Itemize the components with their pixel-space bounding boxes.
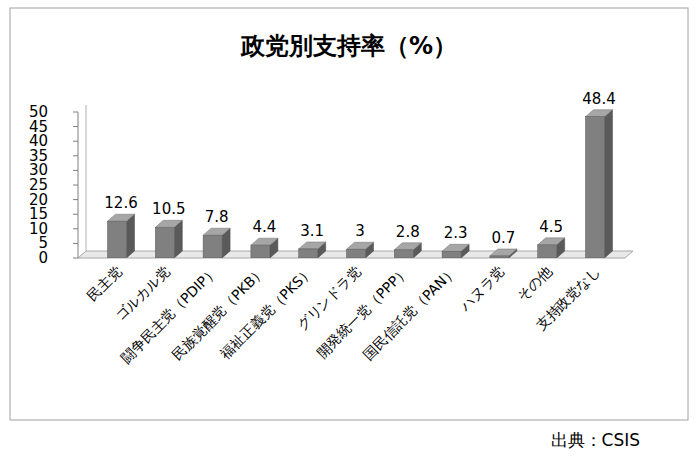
bar-top xyxy=(299,242,326,249)
bar xyxy=(155,227,174,258)
bar-top xyxy=(538,238,565,245)
data-label: 10.5 xyxy=(152,200,185,218)
category-label: その他 xyxy=(514,263,555,304)
y-tick xyxy=(73,126,78,127)
bar xyxy=(347,249,366,258)
bar-top xyxy=(394,243,421,250)
y-tick xyxy=(73,141,78,142)
category-label: 支持政党なし xyxy=(532,263,603,334)
y-tick xyxy=(73,185,78,186)
bars xyxy=(108,110,613,258)
bar-top xyxy=(155,220,182,227)
source: 出典：CSIS xyxy=(551,430,640,450)
category-label: 国民信託党（PAN） xyxy=(360,263,460,363)
back-wall-edge xyxy=(86,105,87,251)
title: 政党別支持率（%） xyxy=(240,32,457,60)
bar-top xyxy=(490,249,517,256)
bar-top xyxy=(442,244,469,251)
bar xyxy=(203,235,222,258)
y-tick xyxy=(73,243,78,244)
data-label: 48.4 xyxy=(582,90,615,108)
bar xyxy=(538,245,557,258)
category-label: 福祉正義党（PKS） xyxy=(217,263,316,362)
bar xyxy=(490,256,509,258)
category-label: 民主党 xyxy=(84,263,125,304)
bar xyxy=(394,250,413,258)
y-tick xyxy=(73,258,78,259)
bar-side xyxy=(127,214,135,258)
y-tick xyxy=(73,228,78,229)
y-tick xyxy=(73,214,78,215)
bar-side xyxy=(605,110,613,258)
bar-top xyxy=(203,228,230,235)
data-label: 2.3 xyxy=(444,224,468,242)
bar xyxy=(586,117,605,258)
bar-top xyxy=(251,238,278,245)
category-label: 民族覚醒党（PKB） xyxy=(169,263,269,363)
category-label: 開発統一党（PPP） xyxy=(313,263,412,362)
data-label: 0.7 xyxy=(491,229,515,247)
bar xyxy=(108,221,127,258)
data-label: 12.6 xyxy=(104,194,137,212)
data-label: 4.4 xyxy=(252,218,276,236)
y-tick xyxy=(73,170,78,171)
bar-top xyxy=(347,242,374,249)
data-label: 4.5 xyxy=(539,218,563,236)
chart-frame xyxy=(10,8,688,420)
data-label: 3.1 xyxy=(300,222,324,240)
y-tick xyxy=(73,155,78,156)
data-label: 3 xyxy=(355,222,365,240)
bar-top xyxy=(108,214,135,221)
category-label: ハヌラ党 xyxy=(456,263,508,315)
y-tick xyxy=(73,199,78,200)
data-label: 2.8 xyxy=(396,223,420,241)
y-tick xyxy=(73,112,78,113)
data-label: 7.8 xyxy=(205,208,229,226)
bar xyxy=(442,251,461,258)
bar xyxy=(299,249,318,258)
bar-top xyxy=(586,110,613,117)
chart-root: 政党別支持率（%）0510152025303540455012.610.57.8… xyxy=(0,0,700,463)
chart: 政党別支持率（%）0510152025303540455012.610.57.8… xyxy=(0,0,700,463)
y-tick-label: 50 xyxy=(29,103,48,121)
bar xyxy=(251,245,270,258)
